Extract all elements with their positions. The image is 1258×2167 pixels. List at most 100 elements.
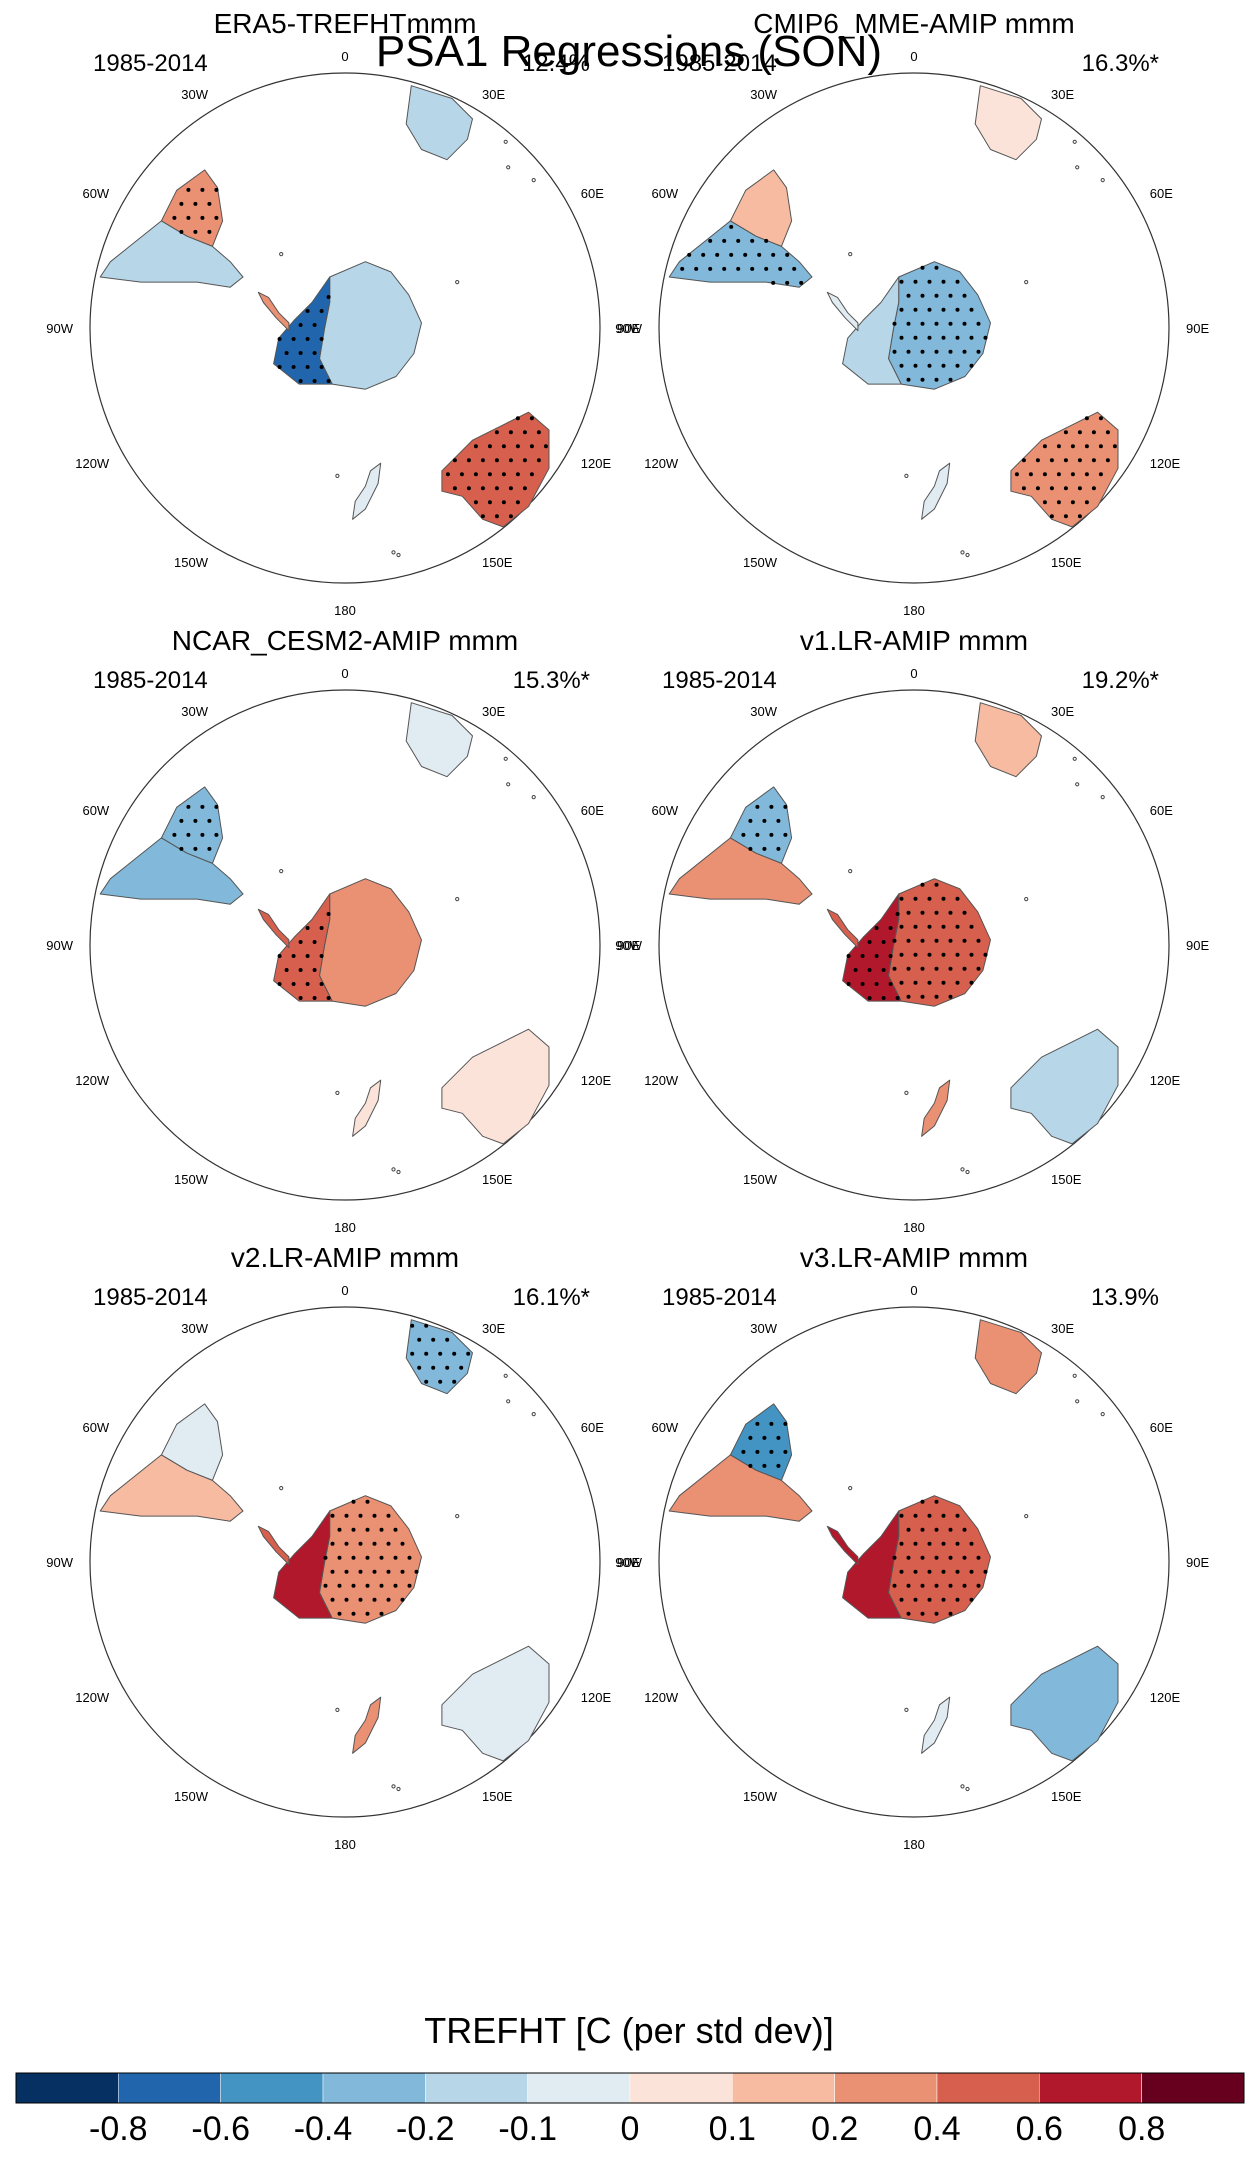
stipple-dot <box>948 1555 953 1560</box>
lon-label: 90E <box>1186 938 1209 953</box>
stipple-dot <box>515 444 520 449</box>
stipple-dot <box>867 996 872 1000</box>
island-outline <box>965 1786 970 1792</box>
stipple-dot <box>888 982 893 986</box>
stipple-dot <box>736 238 741 243</box>
stipple-dot <box>305 926 310 930</box>
lon-label: 30W <box>181 1321 208 1336</box>
stipple-dot <box>955 1541 960 1546</box>
stipple-dot <box>881 940 886 944</box>
stipple-dot <box>748 1463 753 1468</box>
map-panel: v2.LR-AMIP mmm 1985-2014 16.1%* 0 30E 60E 90E 1… <box>46 1242 640 1852</box>
stipple-dot <box>927 307 932 312</box>
panel-title: v3.LR-AMIP mmm <box>800 1242 1028 1273</box>
stipple-dot <box>906 1555 911 1560</box>
stipple-dot <box>892 321 897 326</box>
stipple-dot <box>344 1541 349 1546</box>
region-antarctica-west <box>842 276 902 385</box>
island-outline <box>506 782 511 787</box>
panel-variance: 12.4% <box>522 50 590 77</box>
stipple-dot <box>1098 472 1103 477</box>
region-antarctic-peninsula <box>257 291 290 332</box>
stipple-dot <box>445 1337 450 1342</box>
stipple-dot <box>948 1527 953 1532</box>
stipple-dot <box>200 187 205 192</box>
stipple-dot <box>337 1527 342 1532</box>
stipple-dot <box>920 910 925 915</box>
stipple-dot <box>771 280 776 285</box>
stipple-dot <box>386 1597 391 1602</box>
stipple-dot <box>888 926 893 930</box>
stipple-dot <box>948 966 953 971</box>
stipple-dot <box>913 335 918 340</box>
stipple-dot <box>179 846 184 851</box>
stipple-dot <box>365 1611 370 1616</box>
stipple-dot <box>330 1541 335 1546</box>
stipple-dot <box>955 924 960 929</box>
island-outline <box>1100 795 1105 800</box>
stipple-dot <box>948 377 953 382</box>
lon-label: 150W <box>743 555 778 570</box>
lon-label: 180 <box>903 603 925 618</box>
stipple-dot <box>344 1569 349 1574</box>
stipple-dot <box>330 1569 335 1574</box>
stipple-dot <box>372 1541 377 1546</box>
stipple-dot <box>501 500 506 505</box>
stipple-dot <box>867 968 872 972</box>
stipple-dot <box>743 252 748 257</box>
island-outline <box>396 1169 401 1175</box>
stipple-dot <box>983 1569 988 1574</box>
region-africa <box>405 85 473 161</box>
stipple-dot <box>948 1611 953 1616</box>
lon-label: 120W <box>75 1073 110 1088</box>
lon-label: 60W <box>82 1420 109 1435</box>
lon-label: 30W <box>750 1321 777 1336</box>
lon-label: 180 <box>334 1220 356 1235</box>
stipple-dot <box>410 1323 415 1328</box>
stipple-dot <box>459 472 464 477</box>
stipple-dot <box>386 1513 391 1518</box>
lon-label: 120E <box>581 1073 612 1088</box>
stipple-dot <box>326 295 331 299</box>
stipple-dot <box>400 1569 405 1574</box>
stipple-dot <box>277 982 282 986</box>
lon-label: 90W <box>46 1555 73 1570</box>
region-antarctica-west <box>273 893 333 1002</box>
stipple-dot <box>722 238 727 243</box>
island-outline <box>1072 139 1077 144</box>
stipple-dot <box>927 1597 932 1602</box>
colorbar-box <box>1039 2072 1142 2104</box>
stipple-dot <box>976 966 981 971</box>
island-outline <box>1024 280 1029 285</box>
stipple-dot <box>792 266 797 271</box>
stipple-dot <box>906 1527 911 1532</box>
stipple-dot <box>277 365 282 369</box>
stipple-dot <box>323 1583 328 1588</box>
lon-label: 150E <box>1051 1172 1082 1187</box>
stipple-dot <box>379 1555 384 1560</box>
colorbar-tick-label: -0.4 <box>294 2110 353 2148</box>
stipple-dot <box>874 982 879 986</box>
colorbar: TREFHT [C (per std dev)] -0.8 -0.6 -0.4 -0.… <box>15 2010 1245 2148</box>
lon-label: 90E <box>1186 1555 1209 1570</box>
stipple-dot <box>379 1583 384 1588</box>
stipple-dot <box>494 430 499 435</box>
stipple-dot <box>680 266 685 271</box>
colorbar-tick-label: 0.1 <box>709 2110 756 2148</box>
lon-label: 150W <box>174 1789 209 1804</box>
lon-label: 0 <box>341 666 348 681</box>
island-outline <box>1075 1399 1080 1404</box>
panel-title: v2.LR-AMIP mmm <box>231 1242 459 1273</box>
stipple-dot <box>755 832 760 837</box>
island-outline <box>531 795 536 800</box>
stipple-dot <box>172 215 177 220</box>
stipple-dot <box>934 938 939 943</box>
stipple-dot <box>487 444 492 449</box>
stipple-dot <box>501 472 506 477</box>
colorbar-tick-label: -0.8 <box>89 2110 148 2148</box>
stipple-dot <box>179 818 184 823</box>
stipple-dot <box>494 514 499 519</box>
lon-label: 0 <box>910 49 917 64</box>
stipple-dot <box>1098 416 1103 421</box>
stipple-dot <box>853 968 858 972</box>
